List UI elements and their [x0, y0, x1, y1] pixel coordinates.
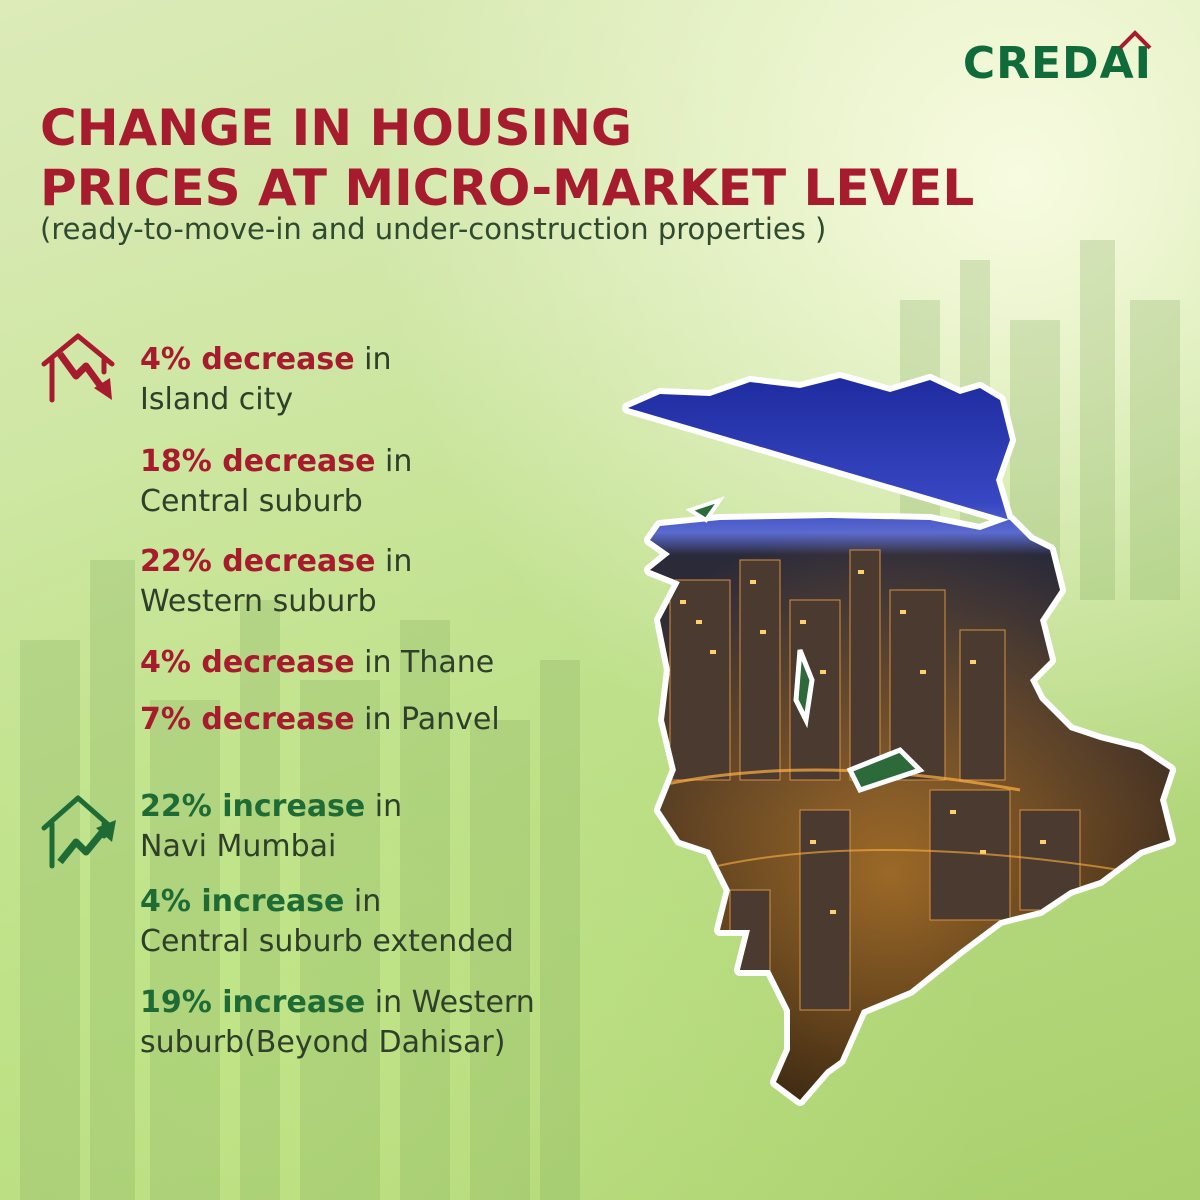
stat-highlight: 22% decrease — [140, 544, 376, 579]
stat-text-line2: Western suburb — [140, 584, 377, 619]
stat-text: in — [375, 544, 413, 579]
page-subtitle: (ready-to-move-in and under-construction… — [40, 212, 827, 246]
stat-text: in — [354, 342, 392, 377]
stat-increase-western-suburb-beyond-dahisar: 19% increase in Western suburb(Beyond Da… — [140, 983, 535, 1063]
stat-highlight: 19% increase — [140, 985, 366, 1020]
stat-highlight: 18% decrease — [140, 444, 376, 479]
mumbai-region-map — [622, 372, 1176, 1106]
stat-decrease-western-suburb: 22% decrease in Western suburb — [140, 542, 412, 622]
stat-decrease-thane: 4% decrease in Thane — [140, 643, 494, 683]
logo-roof-icon — [1118, 30, 1152, 50]
stat-increase-central-suburb-extended: 4% increase in Central suburb extended — [140, 882, 514, 962]
stat-text: in Thane — [354, 645, 495, 680]
stat-decrease-island-city: 4% decrease in Island city — [140, 340, 391, 420]
stat-text: in — [375, 444, 413, 479]
title-line-1: CHANGE IN HOUSING — [40, 99, 632, 157]
stat-text-line2: Navi Mumbai — [140, 829, 337, 864]
house-up-arrow-icon — [41, 795, 116, 869]
stat-text: in — [344, 884, 382, 919]
stat-text-line2: Central suburb — [140, 484, 363, 519]
stat-text-line2: suburb(Beyond Dahisar) — [140, 1025, 506, 1060]
page-title: CHANGE IN HOUSING PRICES AT MICRO-MARKET… — [40, 98, 974, 218]
stat-highlight: 22% increase — [140, 789, 366, 824]
title-line-2: PRICES AT MICRO-MARKET LEVEL — [40, 159, 975, 217]
stat-text-line2: Central suburb extended — [140, 924, 514, 959]
house-down-arrow-icon — [41, 333, 115, 403]
credai-logo: CREDAI — [963, 30, 1152, 89]
stat-highlight: 7% decrease — [140, 702, 355, 737]
stat-highlight: 4% increase — [140, 884, 345, 919]
stat-text: in Panvel — [354, 702, 500, 737]
stat-highlight: 4% decrease — [140, 645, 355, 680]
stat-text-line2: Island city — [140, 382, 294, 417]
stat-text: in — [365, 789, 403, 824]
stat-increase-navi-mumbai: 22% increase in Navi Mumbai — [140, 787, 402, 867]
stat-highlight: 4% decrease — [140, 342, 355, 377]
stat-text: in Western — [365, 985, 535, 1020]
stat-decrease-panvel: 7% decrease in Panvel — [140, 700, 500, 740]
stat-decrease-central-suburb: 18% decrease in Central suburb — [140, 442, 412, 522]
